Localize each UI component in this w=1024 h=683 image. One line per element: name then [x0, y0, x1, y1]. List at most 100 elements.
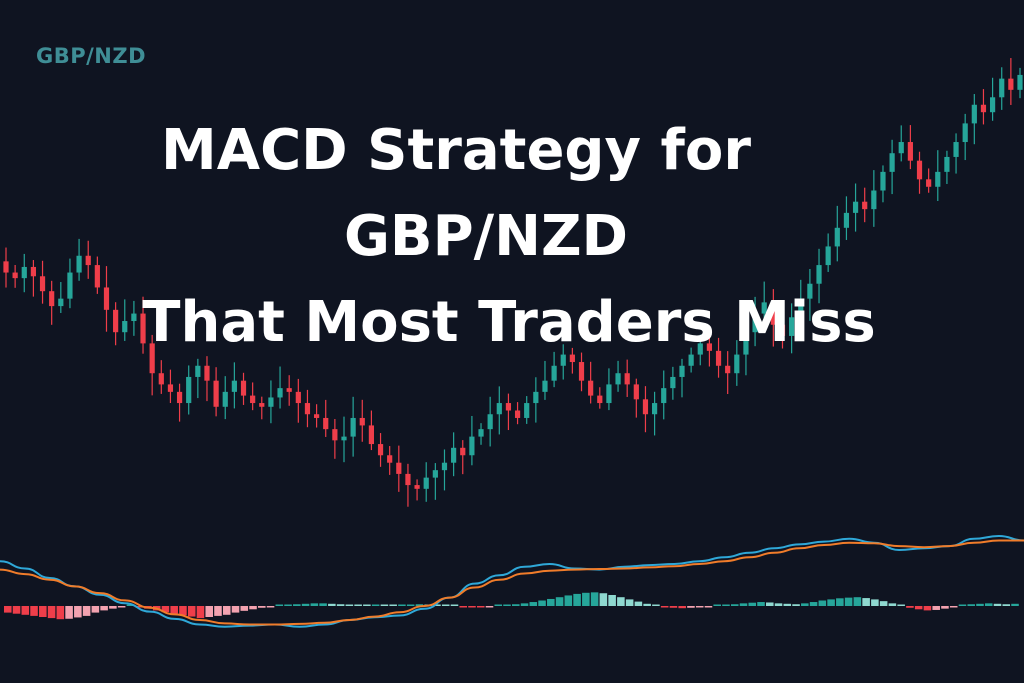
candle	[980, 89, 987, 125]
candle-body	[76, 255, 82, 273]
histogram-bar	[468, 606, 476, 608]
candle-body	[167, 384, 174, 392]
histogram-bar	[117, 606, 126, 608]
histogram-bar	[687, 606, 695, 608]
candle	[807, 268, 813, 321]
candle-body	[268, 397, 274, 407]
candle-body	[259, 403, 265, 407]
candle-body	[49, 291, 55, 307]
candle	[661, 370, 667, 420]
histogram-bar	[757, 602, 765, 606]
candle-body	[460, 447, 466, 456]
histogram-bar	[1002, 604, 1011, 606]
histogram-bar	[669, 606, 678, 608]
candle	[633, 378, 639, 418]
candle-body	[651, 403, 658, 415]
candle-body	[980, 104, 987, 113]
candle	[834, 205, 840, 262]
candle	[304, 389, 311, 428]
candle	[551, 351, 557, 388]
histogram-bar	[766, 602, 774, 606]
candle	[259, 396, 265, 420]
macd-lines	[0, 534, 1024, 628]
histogram-bar	[284, 604, 292, 606]
candle	[103, 266, 110, 332]
candle-body	[697, 343, 703, 355]
candle	[58, 282, 64, 313]
histogram-bar	[643, 603, 651, 606]
candle	[935, 150, 941, 202]
candle	[350, 396, 356, 457]
candle-body	[323, 417, 329, 430]
histogram-bar	[485, 606, 494, 608]
candle-body	[725, 365, 731, 374]
histogram-bar	[433, 604, 441, 606]
histogram-bar	[56, 606, 65, 620]
histogram-bar	[836, 598, 844, 606]
candle-body	[862, 201, 868, 210]
candle	[94, 256, 100, 294]
histogram-bar	[47, 606, 56, 619]
histogram-bar	[415, 604, 424, 606]
candle-body	[670, 376, 676, 389]
histogram-bar	[862, 598, 870, 606]
histogram-bar	[301, 603, 310, 606]
candle-body	[569, 354, 575, 363]
candle-body	[971, 104, 977, 124]
candle	[642, 386, 649, 433]
histogram-bar	[617, 597, 625, 606]
histogram-bar	[529, 602, 538, 606]
candle	[880, 165, 886, 203]
candle-body	[944, 156, 950, 172]
candle	[478, 423, 484, 445]
candle	[158, 360, 164, 394]
candle-body	[469, 436, 475, 456]
histogram-bar	[179, 606, 187, 616]
histogram-bar	[906, 606, 914, 608]
histogram-bar	[319, 603, 327, 606]
candle	[231, 362, 237, 409]
candle	[405, 463, 411, 507]
candle-body	[514, 410, 521, 418]
candle	[706, 337, 713, 367]
candle	[688, 347, 694, 373]
candle	[49, 280, 55, 325]
candle-body	[140, 313, 146, 344]
candle-body	[505, 403, 512, 411]
candle-body	[341, 436, 347, 441]
candle-body	[889, 153, 895, 172]
candle-body	[1008, 78, 1014, 90]
candle-body	[414, 485, 420, 489]
histogram-bar	[100, 606, 108, 611]
histogram-bar	[871, 599, 879, 606]
candle	[560, 344, 566, 380]
candle-body	[752, 313, 758, 333]
histogram-bar	[170, 606, 178, 614]
candle-body	[295, 391, 301, 404]
candle	[588, 361, 594, 404]
histogram-bar	[897, 604, 905, 606]
candle-body	[907, 142, 913, 161]
candle-body	[359, 417, 365, 426]
histogram-bar	[809, 602, 818, 606]
histogram-bar	[1011, 603, 1019, 606]
histogram-bar	[967, 604, 976, 606]
candle-body	[113, 309, 119, 333]
histogram-bar	[328, 603, 336, 606]
histogram-bar	[818, 600, 827, 606]
candle	[39, 260, 46, 304]
candle	[21, 253, 27, 293]
histogram-bar	[336, 604, 345, 606]
candle-body	[715, 350, 722, 366]
histogram-bar	[888, 603, 897, 606]
candle-body	[286, 388, 292, 392]
candle	[176, 383, 183, 422]
histogram-bar	[634, 601, 643, 606]
histogram-bar	[354, 604, 362, 606]
histogram-bar	[187, 606, 196, 617]
candle	[798, 279, 804, 339]
title-line-1: MACD Strategy for	[161, 118, 751, 183]
candle	[240, 372, 247, 405]
candle-body	[661, 388, 667, 404]
